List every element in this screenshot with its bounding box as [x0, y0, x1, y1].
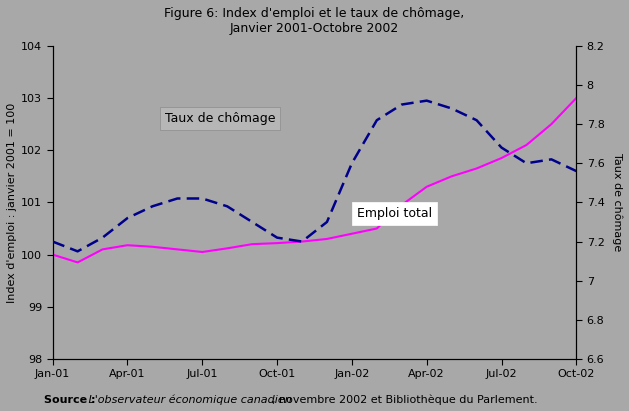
- Text: , novembre 2002 et Bibliothèque du Parlement.: , novembre 2002 et Bibliothèque du Parle…: [272, 394, 538, 405]
- Text: Emploi total: Emploi total: [357, 207, 432, 220]
- Text: Source :: Source :: [44, 395, 96, 405]
- Y-axis label: Index d'emploi : janvier 2001 = 100: Index d'emploi : janvier 2001 = 100: [7, 102, 17, 302]
- Y-axis label: Taux de chômage: Taux de chômage: [611, 153, 622, 252]
- Text: L'observateur économique canadien: L'observateur économique canadien: [85, 394, 292, 405]
- Text: Taux de chômage: Taux de chômage: [165, 111, 276, 125]
- Title: Figure 6: Index d'emploi et le taux de chômage,
Janvier 2001-Octobre 2002: Figure 6: Index d'emploi et le taux de c…: [164, 7, 465, 35]
